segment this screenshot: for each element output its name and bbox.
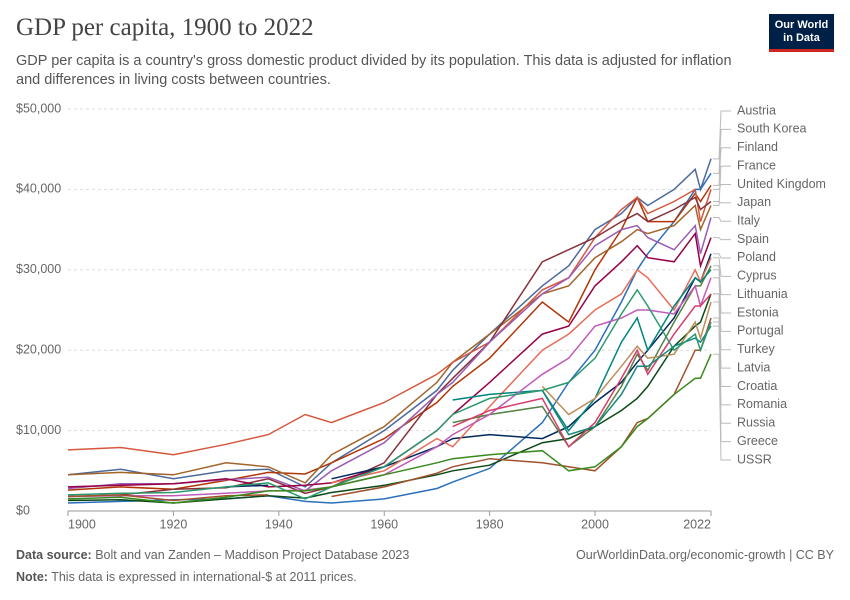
- legend-label[interactable]: Italy: [737, 214, 761, 228]
- legend-label[interactable]: Poland: [737, 250, 776, 264]
- legend-label[interactable]: Latvia: [737, 360, 770, 374]
- legend-label[interactable]: Lithuania: [737, 287, 788, 301]
- series-line: [67, 293, 712, 504]
- chart-subtitle: GDP per capita is a country's gross dome…: [16, 53, 732, 88]
- legend-connector: [713, 200, 731, 204]
- legend-connector: [713, 147, 731, 186]
- chart-title: GDP per capita, 1900 to 2022: [16, 14, 314, 41]
- source: Data source: Bolt and van Zanden – Maddi…: [16, 548, 409, 562]
- legend-connector: [713, 183, 731, 190]
- legend-connector: [713, 277, 731, 332]
- legend-label[interactable]: Spain: [737, 232, 769, 246]
- legend-connector: [713, 237, 731, 241]
- note: Note: This data is expressed in internat…: [16, 570, 357, 584]
- x-tick-label: 2022: [683, 517, 711, 531]
- x-tick-label: 1960: [370, 517, 398, 531]
- logo[interactable]: Our World in Data: [769, 14, 834, 52]
- series-line: [541, 301, 712, 416]
- legend-label[interactable]: Russia: [737, 416, 775, 430]
- legend-connector: [713, 325, 731, 424]
- series-line: [226, 253, 712, 488]
- series-line: [331, 257, 712, 484]
- x-tick-label: 1900: [68, 517, 96, 531]
- legend-label[interactable]: Romania: [737, 397, 787, 411]
- legend-label[interactable]: Greece: [737, 434, 778, 448]
- y-tick-label: $50,000: [16, 101, 61, 115]
- note-text: This data is expressed in international-…: [51, 570, 357, 584]
- series-line: [67, 277, 712, 498]
- legend-label[interactable]: USSR: [737, 452, 772, 466]
- legend-connector: [713, 301, 731, 388]
- series-line: [67, 353, 712, 504]
- legend-connector: [713, 110, 731, 160]
- series-line: [67, 231, 712, 488]
- series-line: [541, 325, 712, 436]
- series-line: [452, 265, 712, 448]
- url[interactable]: OurWorldinData.org/economic-growth | CC …: [576, 548, 834, 562]
- legend-label[interactable]: France: [737, 158, 776, 172]
- legend-label[interactable]: Croatia: [737, 379, 777, 393]
- y-tick-label: $10,000: [16, 423, 61, 437]
- legend-connector: [713, 257, 731, 277]
- legend-connector: [713, 253, 731, 259]
- legend-label[interactable]: Estonia: [737, 305, 779, 319]
- legend-label[interactable]: Finland: [737, 140, 778, 154]
- series-line: [67, 217, 712, 492]
- x-tick-label: 1940: [265, 517, 293, 531]
- legend-connector: [713, 128, 731, 174]
- legend-label[interactable]: Cyprus: [737, 269, 777, 283]
- legend-label[interactable]: United Kingdom: [737, 177, 826, 191]
- source-text: Bolt and van Zanden – Maddison Project D…: [95, 548, 410, 562]
- x-tick-label: 1980: [476, 517, 504, 531]
- legend-connector: [713, 265, 731, 296]
- legend-connector: [713, 353, 731, 461]
- source-label: Data source:: [16, 548, 92, 562]
- logo-text: Our World: [774, 19, 829, 31]
- legend-label[interactable]: Austria: [737, 103, 776, 117]
- series-line: [67, 204, 712, 484]
- series-line: [67, 184, 712, 491]
- y-tick-label: $40,000: [16, 182, 61, 196]
- legend-label[interactable]: South Korea: [737, 122, 807, 136]
- logo-text: in Data: [783, 32, 820, 44]
- y-tick-label: $20,000: [16, 342, 61, 356]
- y-tick-label: $0: [16, 503, 30, 517]
- note-label: Note:: [16, 570, 48, 584]
- legend-label[interactable]: Turkey: [737, 342, 775, 356]
- y-tick-label: $30,000: [16, 262, 61, 276]
- series-line: [67, 288, 712, 500]
- legend-label[interactable]: Portugal: [737, 324, 784, 338]
- x-tick-label: 2000: [581, 517, 609, 531]
- series-line: [452, 293, 712, 448]
- legend-label[interactable]: Japan: [737, 195, 771, 209]
- x-tick-label: 1920: [160, 517, 188, 531]
- legend-connector: [713, 217, 731, 222]
